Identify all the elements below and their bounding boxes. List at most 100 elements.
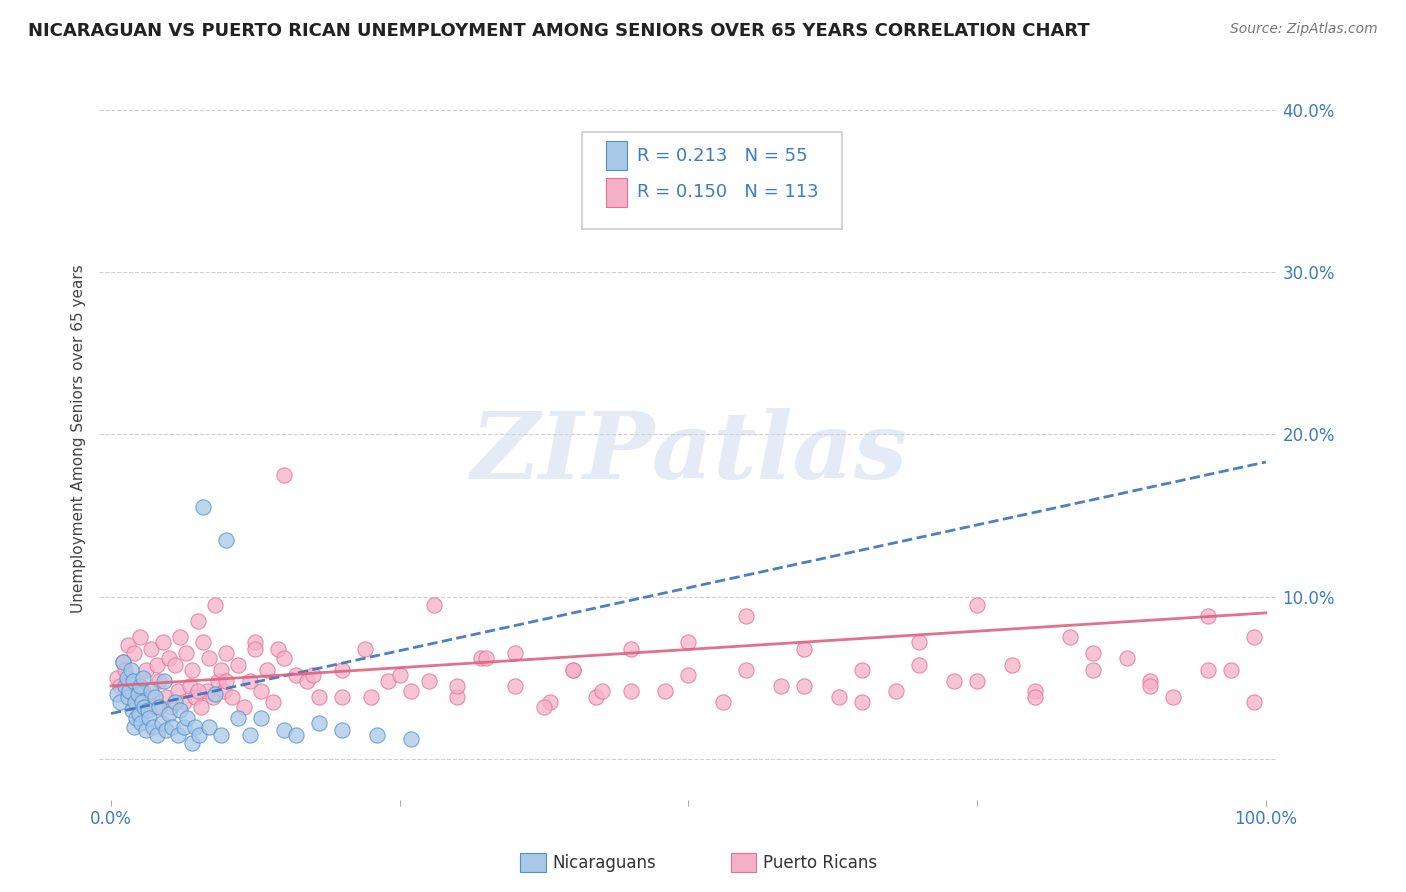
- Point: [250, 683, 273, 698]
- Point: [209, 663, 232, 677]
- Point: [167, 728, 190, 742]
- Point: [678, 635, 700, 649]
- Point: [360, 690, 382, 705]
- Point: [173, 695, 195, 709]
- Point: [561, 663, 583, 677]
- Point: [1024, 683, 1046, 698]
- Point: [399, 732, 422, 747]
- Point: [105, 687, 128, 701]
- Text: R = 0.213   N = 55: R = 0.213 N = 55: [637, 147, 807, 165]
- Point: [167, 683, 190, 698]
- Point: [1139, 674, 1161, 689]
- Point: [143, 700, 166, 714]
- Point: [204, 687, 226, 701]
- Point: [827, 690, 849, 705]
- Bar: [606, 178, 627, 207]
- Point: [143, 690, 166, 705]
- Point: [148, 674, 170, 689]
- Point: [128, 630, 150, 644]
- Point: [215, 647, 238, 661]
- Point: [146, 728, 169, 742]
- Point: [475, 651, 498, 665]
- Point: [232, 700, 254, 714]
- Point: [585, 690, 607, 705]
- Point: [179, 679, 201, 693]
- Point: [160, 719, 183, 733]
- Point: [908, 635, 931, 649]
- Point: [399, 683, 422, 698]
- Point: [110, 695, 132, 709]
- Point: [366, 728, 388, 742]
- Point: [150, 716, 173, 731]
- Point: [308, 716, 330, 731]
- Point: [538, 695, 561, 709]
- Point: [125, 695, 148, 709]
- Point: [187, 728, 209, 742]
- Point: [533, 700, 555, 714]
- Point: [446, 690, 468, 705]
- Text: Puerto Ricans: Puerto Ricans: [763, 854, 877, 871]
- Point: [354, 641, 377, 656]
- Point: [136, 690, 159, 705]
- Text: R = 0.150   N = 113: R = 0.150 N = 113: [637, 184, 818, 202]
- Point: [943, 674, 966, 689]
- Point: [155, 690, 177, 705]
- Point: [131, 695, 153, 709]
- Point: [851, 695, 873, 709]
- Point: [1197, 609, 1219, 624]
- Point: [110, 679, 132, 693]
- Point: [193, 500, 215, 515]
- Point: [250, 711, 273, 725]
- Point: [330, 663, 353, 677]
- Point: [423, 598, 446, 612]
- Point: [115, 671, 138, 685]
- Point: [138, 711, 160, 725]
- FancyBboxPatch shape: [582, 132, 842, 229]
- Point: [769, 679, 792, 693]
- Point: [152, 635, 174, 649]
- Point: [1243, 695, 1265, 709]
- Point: [267, 641, 290, 656]
- Point: [180, 663, 202, 677]
- Point: [1139, 679, 1161, 693]
- Point: [163, 657, 186, 672]
- Point: [176, 711, 198, 725]
- Point: [125, 711, 148, 725]
- Point: [735, 663, 758, 677]
- Point: [190, 700, 212, 714]
- Point: [1220, 663, 1243, 677]
- Point: [135, 663, 157, 677]
- Point: [142, 719, 165, 733]
- Point: [184, 719, 207, 733]
- Point: [128, 706, 150, 721]
- Point: [146, 657, 169, 672]
- Point: [284, 667, 307, 681]
- Point: [330, 690, 353, 705]
- Point: [735, 609, 758, 624]
- Point: [302, 667, 325, 681]
- Point: [308, 690, 330, 705]
- Point: [209, 728, 232, 742]
- Bar: [606, 142, 627, 170]
- Point: [591, 683, 613, 698]
- Point: [966, 674, 988, 689]
- Point: [1059, 630, 1081, 644]
- Point: [173, 719, 195, 733]
- Point: [966, 598, 988, 612]
- Point: [793, 641, 815, 656]
- Point: [418, 674, 440, 689]
- Point: [620, 641, 643, 656]
- Point: [256, 663, 278, 677]
- Point: [1081, 663, 1104, 677]
- Point: [111, 655, 134, 669]
- Point: [141, 683, 163, 698]
- Point: [1197, 663, 1219, 677]
- Point: [114, 679, 136, 693]
- Point: [503, 647, 526, 661]
- Point: [226, 711, 249, 725]
- Point: [105, 671, 128, 685]
- Point: [215, 533, 238, 547]
- Point: [129, 716, 152, 731]
- Point: [193, 635, 215, 649]
- Point: [470, 651, 492, 665]
